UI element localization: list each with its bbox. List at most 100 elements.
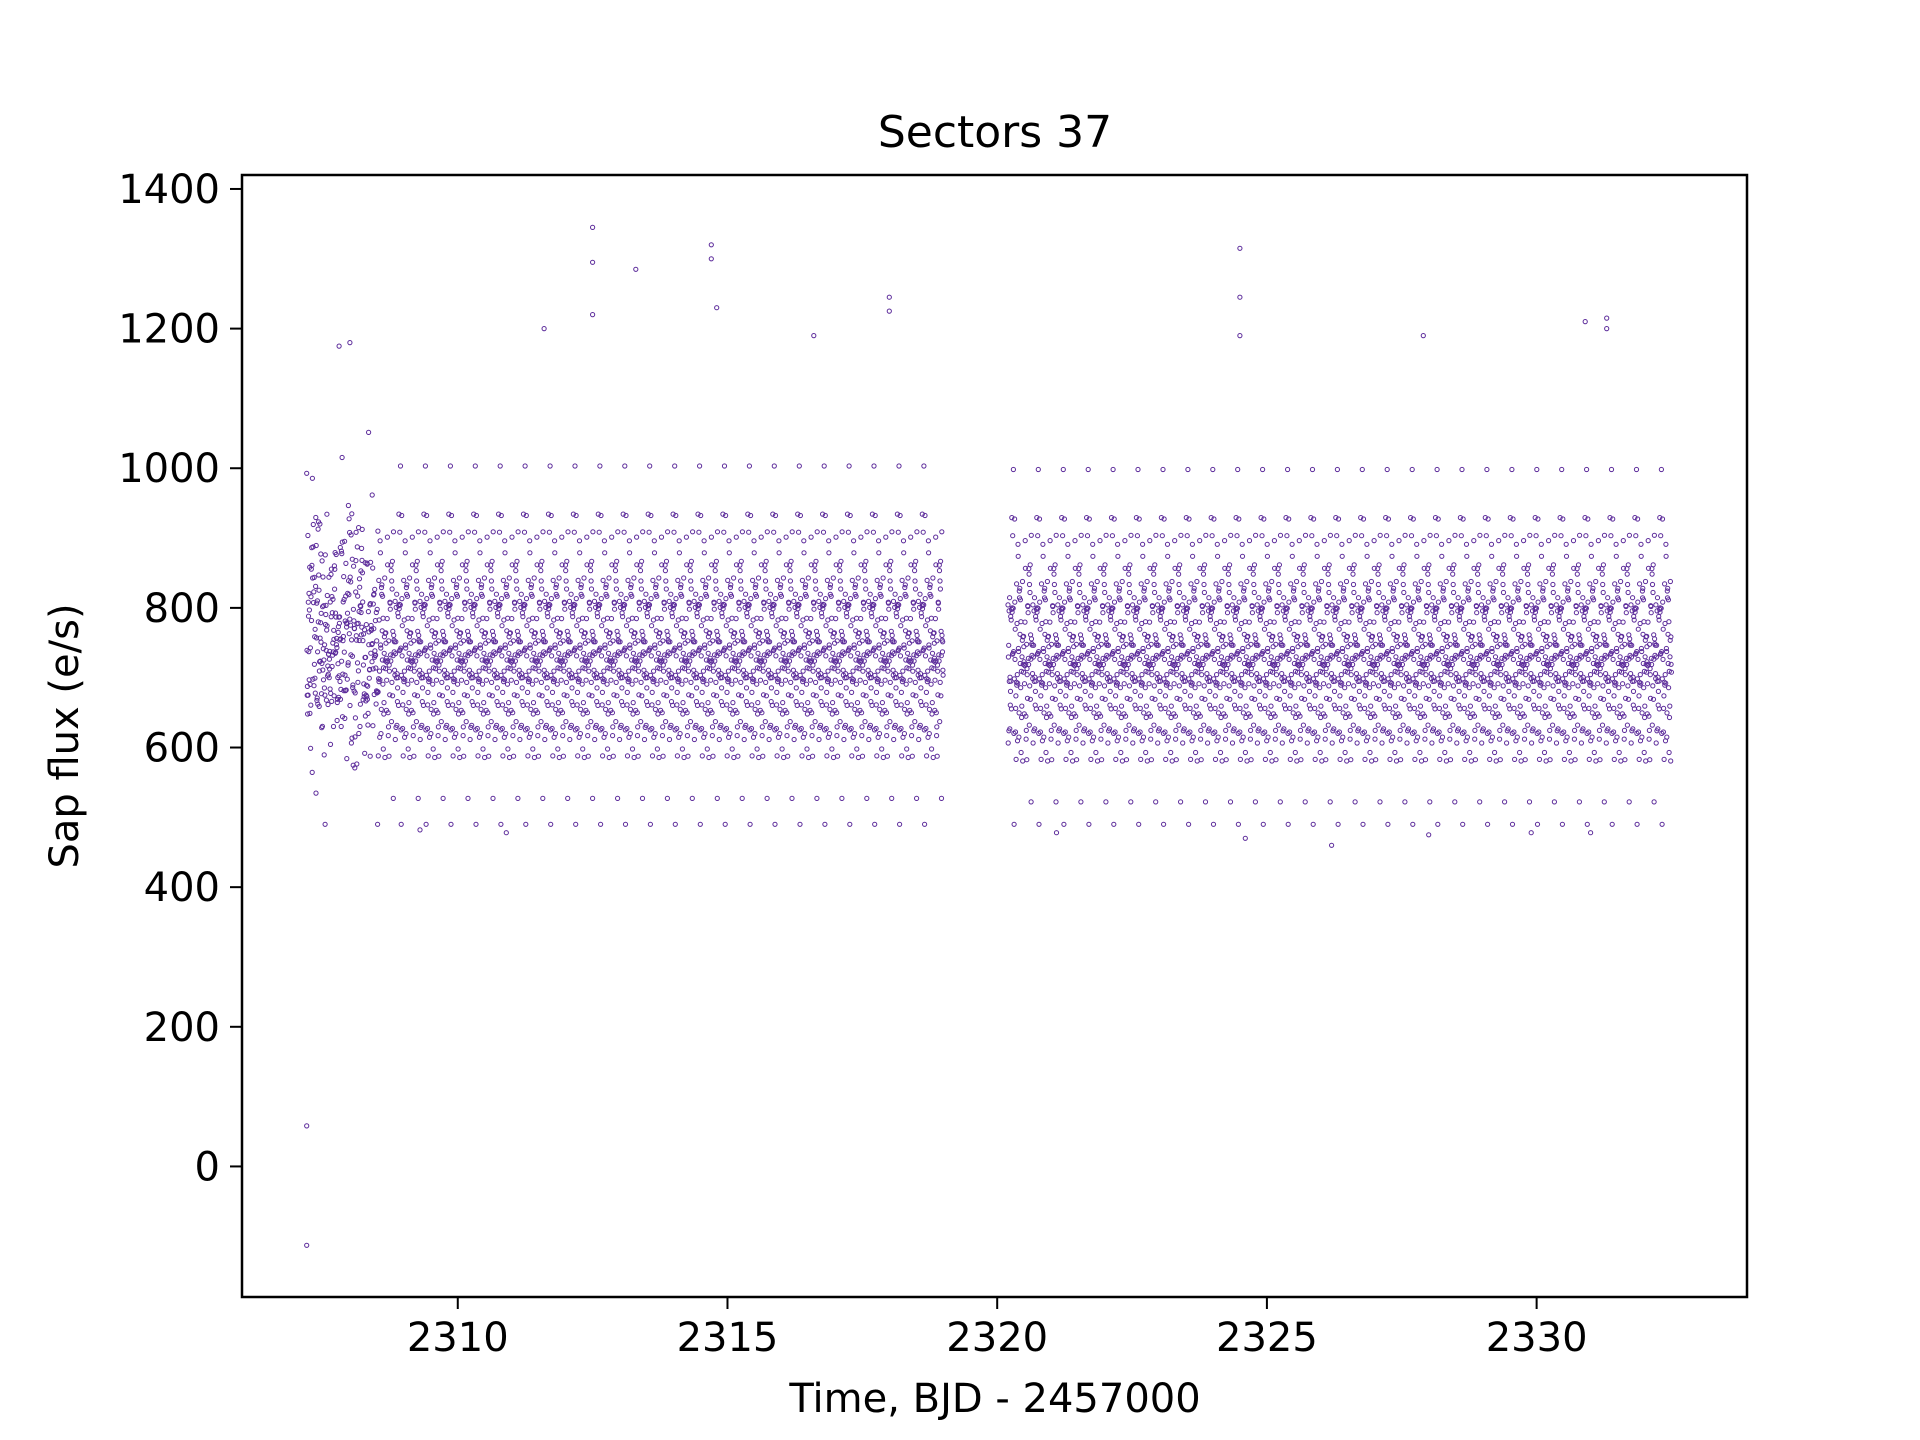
data-point bbox=[492, 736, 498, 743]
data-point bbox=[1465, 588, 1471, 594]
data-point bbox=[564, 558, 570, 564]
data-point bbox=[429, 582, 435, 588]
data-point bbox=[702, 642, 708, 648]
data-point bbox=[586, 668, 592, 674]
data-point bbox=[1108, 617, 1114, 623]
data-point bbox=[668, 591, 674, 597]
data-point bbox=[1309, 533, 1315, 539]
data-point bbox=[872, 512, 878, 519]
data-point bbox=[1095, 633, 1102, 640]
data-point bbox=[1320, 644, 1326, 650]
data-point bbox=[484, 562, 490, 568]
data-point bbox=[400, 702, 406, 708]
data-point bbox=[1232, 617, 1239, 623]
data-point bbox=[1010, 466, 1017, 473]
data-point bbox=[1065, 645, 1071, 652]
data-point bbox=[1106, 726, 1113, 732]
data-point bbox=[679, 615, 685, 621]
data-point bbox=[519, 610, 526, 616]
data-point bbox=[1018, 685, 1024, 691]
data-point bbox=[659, 658, 665, 664]
data-point bbox=[734, 733, 740, 739]
data-point bbox=[337, 614, 343, 620]
data-point bbox=[1323, 641, 1329, 647]
data-point bbox=[1102, 696, 1108, 702]
data-point bbox=[510, 638, 517, 644]
data-point bbox=[1314, 541, 1320, 547]
data-point bbox=[475, 702, 481, 708]
data-point bbox=[355, 620, 361, 627]
data-point bbox=[1343, 703, 1349, 709]
data-point bbox=[487, 600, 493, 606]
data-point bbox=[706, 575, 712, 581]
data-point bbox=[1275, 722, 1282, 728]
data-point bbox=[761, 606, 767, 612]
data-point bbox=[461, 668, 467, 674]
data-point bbox=[707, 666, 713, 672]
data-point bbox=[786, 606, 792, 612]
data-point bbox=[560, 753, 567, 759]
data-point bbox=[808, 534, 814, 540]
data-point bbox=[624, 725, 630, 732]
data-point bbox=[1025, 603, 1031, 610]
data-point bbox=[410, 710, 416, 716]
data-point bbox=[1361, 729, 1368, 735]
data-point bbox=[1219, 578, 1225, 585]
data-point bbox=[1435, 821, 1441, 827]
data-point bbox=[883, 658, 889, 664]
data-point bbox=[373, 665, 379, 671]
data-point bbox=[881, 640, 888, 646]
data-point bbox=[485, 733, 491, 739]
data-point bbox=[1418, 578, 1424, 585]
data-point bbox=[940, 672, 946, 678]
data-point bbox=[373, 701, 379, 707]
data-point bbox=[1152, 589, 1158, 596]
data-point bbox=[1479, 642, 1485, 648]
data-point bbox=[533, 640, 539, 646]
data-point bbox=[1381, 688, 1387, 695]
data-point bbox=[674, 702, 680, 708]
data-point bbox=[321, 657, 327, 663]
data-point bbox=[505, 746, 511, 752]
data-point bbox=[663, 586, 669, 592]
data-point bbox=[467, 651, 473, 657]
data-point bbox=[884, 724, 890, 730]
data-point bbox=[598, 596, 604, 602]
data-point bbox=[728, 582, 734, 588]
data-point bbox=[1257, 617, 1264, 623]
data-point bbox=[895, 529, 901, 535]
data-point bbox=[827, 731, 833, 737]
data-point bbox=[819, 702, 825, 709]
data-point bbox=[486, 692, 492, 698]
data-point bbox=[784, 638, 791, 644]
data-point bbox=[334, 645, 340, 651]
data-point bbox=[1193, 703, 1199, 709]
data-point bbox=[874, 577, 880, 584]
data-point bbox=[793, 722, 799, 728]
data-point bbox=[927, 582, 933, 588]
data-point bbox=[695, 511, 701, 517]
data-point bbox=[719, 685, 725, 691]
data-point bbox=[358, 609, 364, 616]
data-point bbox=[560, 724, 566, 730]
data-point bbox=[1200, 661, 1206, 668]
data-point bbox=[331, 563, 337, 569]
data-point bbox=[1390, 588, 1396, 594]
data-point bbox=[940, 639, 946, 645]
data-point bbox=[1474, 661, 1480, 668]
data-point bbox=[842, 722, 849, 728]
data-point bbox=[1409, 466, 1415, 473]
data-point bbox=[512, 658, 519, 664]
data-point bbox=[610, 638, 616, 644]
data-point bbox=[1361, 626, 1367, 632]
data-point bbox=[850, 677, 857, 683]
data-point bbox=[873, 623, 879, 629]
data-point bbox=[526, 677, 533, 683]
data-point bbox=[1120, 633, 1126, 640]
data-point bbox=[708, 616, 714, 622]
data-point bbox=[1018, 619, 1024, 625]
data-point bbox=[1226, 581, 1232, 588]
data-point bbox=[634, 658, 640, 664]
data-point bbox=[1091, 588, 1097, 594]
data-point bbox=[1148, 727, 1154, 734]
